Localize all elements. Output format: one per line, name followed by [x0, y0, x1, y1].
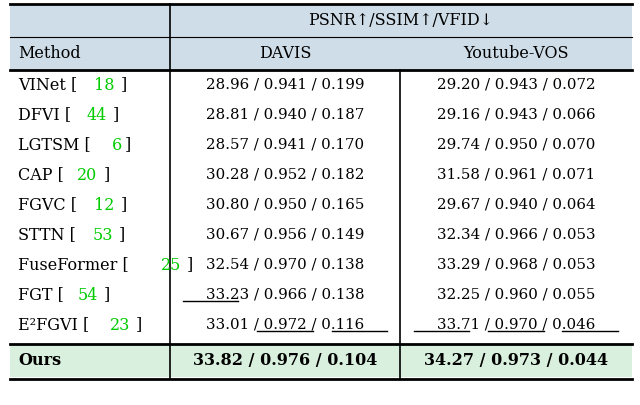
Text: 18: 18 — [95, 77, 115, 94]
Text: ]: ] — [119, 226, 125, 243]
Text: Ours: Ours — [18, 352, 61, 369]
Text: 31.58 / 0.961 / 0.071: 31.58 / 0.961 / 0.071 — [437, 168, 595, 182]
Text: ]: ] — [104, 286, 109, 303]
Text: ]: ] — [125, 136, 131, 153]
Text: CAP [: CAP [ — [18, 166, 64, 183]
Text: 33.71 / 0.970 / 0.046: 33.71 / 0.970 / 0.046 — [437, 318, 595, 332]
Text: 12: 12 — [94, 196, 115, 213]
Text: DAVIS: DAVIS — [259, 45, 311, 62]
Text: DFVI [: DFVI [ — [18, 107, 71, 124]
Text: FuseFormer [: FuseFormer [ — [18, 256, 129, 273]
Text: Method: Method — [18, 45, 81, 62]
Text: 28.57 / 0.941 / 0.170: 28.57 / 0.941 / 0.170 — [206, 138, 364, 152]
Text: FGT [: FGT [ — [18, 286, 64, 303]
Bar — [10, 70, 632, 340]
Text: ]: ] — [121, 77, 127, 94]
Text: ]: ] — [113, 107, 119, 124]
Bar — [10, 344, 632, 377]
Text: 28.81 / 0.940 / 0.187: 28.81 / 0.940 / 0.187 — [206, 108, 364, 122]
Text: LGTSM [: LGTSM [ — [18, 136, 91, 153]
Text: 29.67 / 0.940 / 0.064: 29.67 / 0.940 / 0.064 — [436, 198, 595, 212]
Text: 29.74 / 0.950 / 0.070: 29.74 / 0.950 / 0.070 — [437, 138, 595, 152]
Text: Youtube-VOS: Youtube-VOS — [463, 45, 569, 62]
Text: 29.16 / 0.943 / 0.066: 29.16 / 0.943 / 0.066 — [436, 108, 595, 122]
Text: 25: 25 — [161, 256, 181, 273]
Text: 23: 23 — [110, 316, 131, 333]
Text: 32.34 / 0.966 / 0.053: 32.34 / 0.966 / 0.053 — [436, 228, 595, 242]
Text: VINet [: VINet [ — [18, 77, 77, 94]
Text: 32.25 / 0.960 / 0.055: 32.25 / 0.960 / 0.055 — [437, 288, 595, 302]
Text: 29.20 / 0.943 / 0.072: 29.20 / 0.943 / 0.072 — [436, 78, 595, 92]
Text: FGVC [: FGVC [ — [18, 196, 77, 213]
Text: 34.27 / 0.973 / 0.044: 34.27 / 0.973 / 0.044 — [424, 352, 608, 369]
Text: 53: 53 — [93, 226, 113, 243]
Bar — [10, 4, 632, 70]
Text: 6: 6 — [112, 136, 122, 153]
Text: 28.96 / 0.941 / 0.199: 28.96 / 0.941 / 0.199 — [205, 78, 364, 92]
Text: 54: 54 — [77, 286, 97, 303]
Text: ]: ] — [120, 196, 127, 213]
Text: PSNR↑/SSIM↑/VFID↓: PSNR↑/SSIM↑/VFID↓ — [308, 12, 493, 29]
Text: 20: 20 — [77, 166, 97, 183]
Text: ]: ] — [136, 316, 143, 333]
Text: 30.67 / 0.956 / 0.149: 30.67 / 0.956 / 0.149 — [206, 228, 364, 242]
Text: 30.80 / 0.950 / 0.165: 30.80 / 0.950 / 0.165 — [206, 198, 364, 212]
Text: E²FGVI [: E²FGVI [ — [18, 316, 89, 333]
Text: 33.23 / 0.966 / 0.138: 33.23 / 0.966 / 0.138 — [205, 288, 364, 302]
Text: ]: ] — [103, 166, 109, 183]
Text: ]: ] — [187, 256, 193, 273]
Text: 44: 44 — [86, 107, 107, 124]
Text: 33.01 / 0.972 / 0.116: 33.01 / 0.972 / 0.116 — [206, 318, 364, 332]
Text: STTN [: STTN [ — [18, 226, 76, 243]
Text: 32.54 / 0.970 / 0.138: 32.54 / 0.970 / 0.138 — [206, 258, 364, 272]
Text: 33.82 / 0.976 / 0.104: 33.82 / 0.976 / 0.104 — [193, 352, 377, 369]
Text: 30.28 / 0.952 / 0.182: 30.28 / 0.952 / 0.182 — [205, 168, 364, 182]
Text: 33.29 / 0.968 / 0.053: 33.29 / 0.968 / 0.053 — [436, 258, 595, 272]
